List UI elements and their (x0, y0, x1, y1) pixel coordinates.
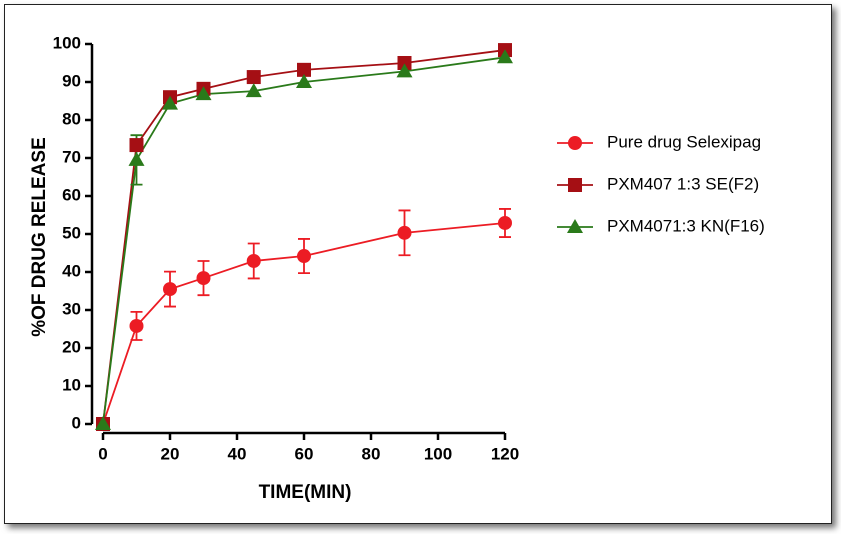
data-point (95, 416, 111, 430)
frame (4, 4, 832, 524)
legend-marker (567, 219, 583, 233)
y-tick-label: 80 (62, 109, 81, 128)
x-tick-label: 60 (295, 444, 314, 463)
y-tick-label: 20 (62, 337, 81, 356)
data-point (245, 83, 262, 98)
data-point (397, 225, 412, 240)
y-tick-label: 40 (62, 261, 81, 280)
data-point (246, 253, 261, 268)
y-tick-label: 30 (62, 299, 81, 318)
x-tick-label: 120 (491, 444, 519, 463)
x-axis-label: TIME(MIN) (259, 482, 352, 503)
x-tick-label: 40 (228, 444, 247, 463)
x-tick-label: 100 (424, 444, 452, 463)
series-line (102, 49, 506, 425)
legend-label: PXM4071:3 KN(F16) (607, 216, 765, 235)
data-point (195, 86, 212, 101)
data-point (296, 74, 312, 88)
y-tick-label: 70 (62, 147, 81, 166)
data-point (163, 282, 177, 297)
data-point (246, 70, 261, 85)
data-point (297, 249, 311, 264)
y-tick-label: 50 (62, 223, 81, 242)
x-tick-label: 80 (362, 444, 381, 463)
data-point (129, 318, 144, 333)
data-point (396, 63, 413, 78)
legend-marker (568, 178, 582, 192)
y-tick-label: 90 (62, 71, 81, 90)
data-point (128, 151, 145, 166)
data-point (129, 138, 144, 153)
data-point (196, 271, 211, 286)
y-tick-label: 10 (62, 375, 81, 394)
legend-label: Pure drug Selexipag (607, 132, 761, 151)
legend-marker (568, 136, 582, 150)
series-line (102, 222, 506, 425)
y-axis-label: %OF DRUG RELEASE (29, 137, 50, 337)
data-point (162, 95, 178, 110)
data-point (297, 62, 311, 77)
data-point (397, 56, 412, 70)
data-point (497, 49, 513, 64)
y-tick-label: 100 (53, 33, 81, 52)
x-tick-label: 20 (161, 444, 180, 463)
y-tick-label: 60 (62, 185, 81, 204)
y-tick-label: 0 (72, 413, 81, 432)
x-tick-label: 0 (98, 444, 107, 463)
data-point (498, 215, 512, 230)
legend-label: PXM407 1:3 SE(F2) (607, 174, 759, 193)
